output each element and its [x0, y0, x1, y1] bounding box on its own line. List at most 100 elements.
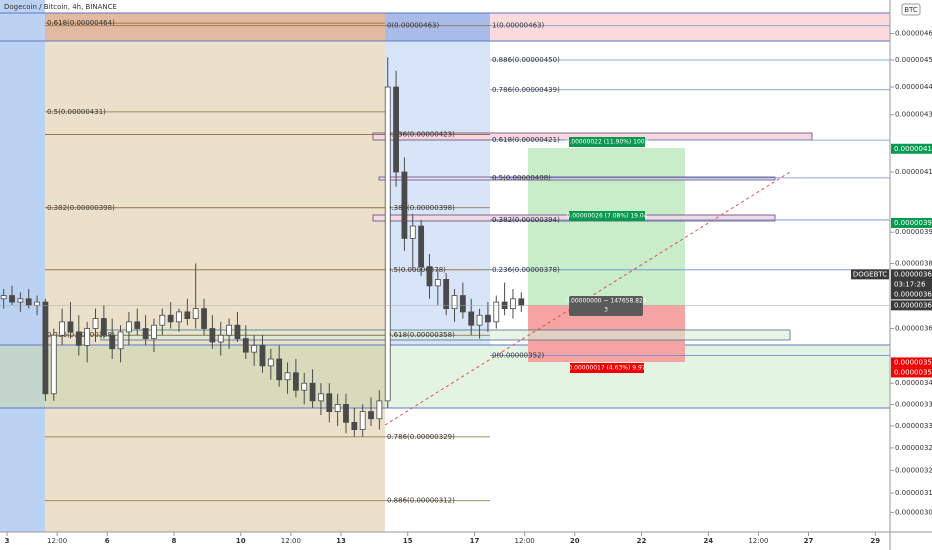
fib-label: 0.618(0.00000464)	[47, 19, 115, 27]
x-tick-label: 13	[336, 537, 346, 545]
fib-label: 0.5(0.00000378)	[387, 266, 446, 274]
candle-body	[434, 279, 441, 287]
fib-label: 0.786(0.00000329)	[387, 433, 455, 441]
currency-box	[901, 3, 921, 16]
y-tick-label: 0.00000344	[895, 379, 932, 387]
candle-body	[201, 308, 207, 329]
symbol-price: 0.00000367	[894, 270, 932, 278]
candle-body	[92, 318, 99, 329]
candle-body	[209, 328, 216, 343]
candle-body	[167, 314, 174, 323]
x-tick-label: 12:00	[47, 537, 67, 545]
candle-body	[117, 331, 124, 350]
candle-body	[242, 338, 249, 353]
price-tag-label: 0.00000418	[894, 145, 932, 153]
candle-body	[401, 171, 408, 239]
candle-body	[334, 404, 341, 412]
candle-body	[50, 334, 57, 395]
candle-body	[267, 358, 274, 367]
x-tick-label: 24	[703, 537, 713, 545]
candle-body	[100, 318, 107, 336]
region	[0, 0, 45, 532]
fib-label: 0(0.00000463)	[387, 22, 439, 30]
symbol-box	[851, 269, 889, 280]
candle-body	[510, 298, 516, 310]
fib-label: 0.618(0.00000358)	[387, 331, 455, 339]
candle-body	[9, 295, 15, 303]
candle-body	[67, 321, 74, 333]
y-tick-label: 0.00000314	[895, 489, 932, 497]
target-label: 0.00000022 (11.90%) 1007	[566, 139, 649, 146]
candle-body	[393, 86, 399, 173]
x-tick-label: 10	[236, 537, 246, 545]
fib-label: 1(0.00000463)	[492, 22, 544, 30]
price-tag	[891, 143, 932, 154]
candle-body	[451, 295, 458, 310]
trend-line	[384, 171, 791, 426]
candle-body	[42, 301, 49, 395]
countdown: 03:17:26	[894, 280, 926, 288]
candle-body	[59, 321, 66, 336]
stop-label: 0.00000017 (4.63%) 9.97	[568, 365, 645, 372]
fib-label: 0(0.00000352)	[492, 352, 544, 360]
fib-label: 0.236(0.00000378)	[492, 266, 560, 274]
y-tick-label: 0.00000309	[895, 508, 932, 516]
time-axis	[0, 532, 890, 550]
candle-body	[351, 421, 358, 430]
mid-sub: 3	[604, 307, 608, 314]
x-tick-label: 3	[5, 537, 10, 545]
candle-body	[259, 344, 266, 367]
candle-body	[84, 328, 91, 346]
fib-label: 0.886(0.00000450)	[492, 56, 560, 64]
region	[45, 13, 385, 532]
candle-body	[368, 411, 374, 420]
candle-body	[151, 324, 157, 339]
candle-body	[376, 400, 383, 420]
candle-body	[426, 266, 433, 287]
candle-body	[251, 344, 258, 353]
candle-body	[184, 311, 191, 319]
price-tag	[891, 300, 932, 311]
candle-body	[176, 311, 182, 323]
label-box	[570, 363, 644, 373]
candle-body	[217, 334, 224, 343]
x-tick-label: 8	[172, 537, 177, 545]
box	[378, 176, 776, 181]
region	[385, 13, 490, 41]
candle-body	[25, 298, 32, 306]
candle-body	[459, 295, 466, 313]
chart-title: Dogecoin / Bitcoin, 4h, BINANCE	[4, 3, 117, 11]
price-tag-label: 0.00000367	[894, 301, 932, 309]
candle-body	[476, 314, 483, 326]
candle-body	[192, 308, 199, 319]
candle-body	[159, 314, 166, 326]
candle-body	[226, 324, 232, 336]
y-tick-label: 0.00000450	[895, 56, 932, 64]
position-labels: 0.00000022 (11.90%) 1007 0.00000026 (7.0…	[565, 137, 649, 373]
price-tag-label: 0.00000393	[894, 219, 932, 227]
candle-body	[142, 328, 149, 339]
mid-label: 0.00000000 ~ 147658.824	[565, 298, 647, 305]
fib-label: 0.786(0.00000439)	[492, 86, 560, 94]
candle-body	[318, 393, 324, 402]
plot: 0.618(0.00000464) 0.5(0.00000431) 0.382(0.…	[0, 19, 890, 505]
candle-body	[34, 301, 40, 306]
candle-body	[75, 331, 82, 346]
candle-body	[276, 358, 283, 381]
candle-body	[468, 311, 475, 326]
fib-label: 0.236(0.00000423)	[387, 130, 455, 138]
symbol-price-box	[891, 269, 932, 300]
fib-label: 0.5(0.00000431)	[47, 108, 106, 116]
candle-body	[518, 298, 525, 306]
candle-body	[109, 334, 116, 350]
y-tick-label: 0.00000326	[895, 444, 932, 452]
